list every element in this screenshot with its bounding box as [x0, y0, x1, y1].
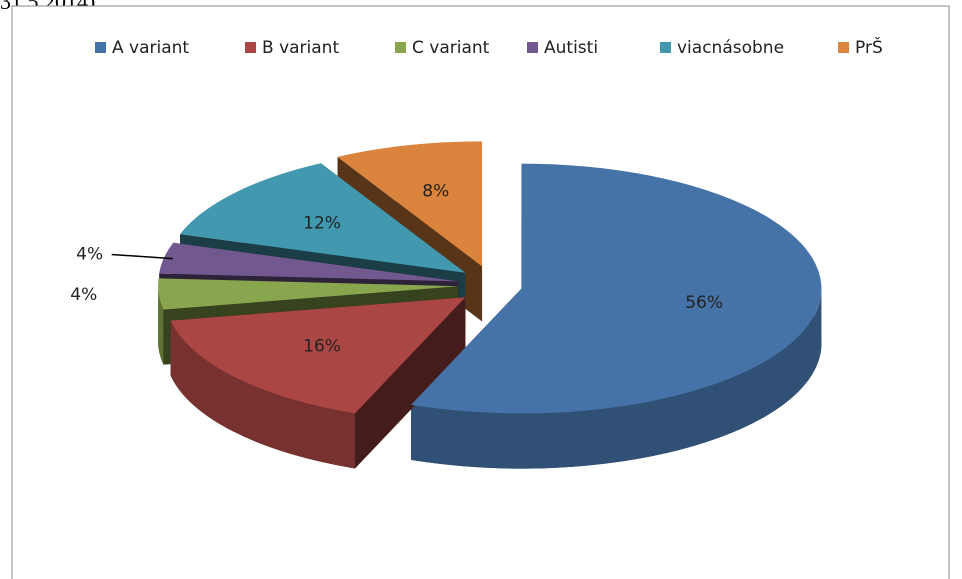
legend-swatch: [838, 42, 849, 53]
legend-label: PrŠ: [855, 36, 883, 58]
pie-slice: [170, 297, 466, 414]
data-label: 4%: [70, 285, 97, 305]
legend-label: C variant: [412, 38, 490, 58]
leader-line: [111, 253, 173, 260]
legend-label: A variant: [112, 38, 189, 58]
legend-label: Autisti: [544, 38, 598, 58]
data-label: 56%: [685, 293, 723, 313]
pie-slice: [159, 242, 459, 282]
data-label: 8%: [422, 181, 449, 201]
legend-label: B variant: [262, 38, 339, 58]
legend-swatch: [395, 42, 406, 53]
legend-swatch: [527, 42, 538, 53]
data-label: 16%: [303, 337, 341, 357]
pie-slice: [410, 163, 822, 414]
data-label: 12%: [303, 213, 341, 233]
pie-slice: [180, 163, 466, 273]
legend-swatch: [245, 42, 256, 53]
legend-label: viacnásobne: [677, 38, 784, 58]
slice-side: [170, 320, 355, 469]
data-label: 4%: [76, 244, 103, 264]
slice-side: [158, 286, 164, 365]
pie-slice: [337, 141, 483, 267]
pie-slice: [158, 278, 459, 310]
pie-tops: [158, 141, 822, 414]
legend-swatch: [660, 42, 671, 53]
legend-swatch: [95, 42, 106, 53]
slice-side: [410, 288, 822, 469]
